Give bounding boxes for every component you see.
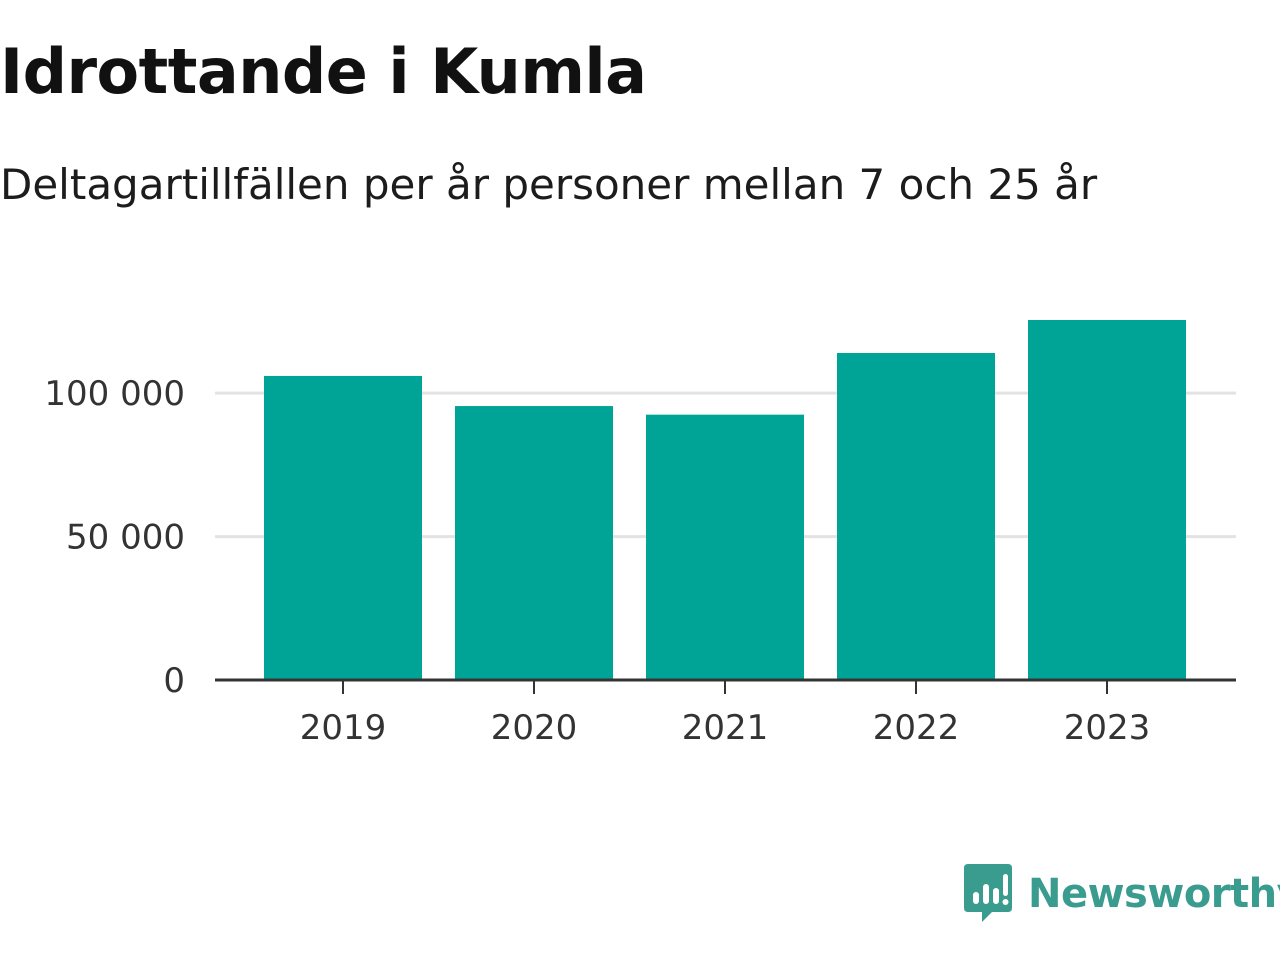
bar [455,406,613,680]
brand-logo: Newsworthy [962,862,1280,926]
bar [646,414,804,680]
chart-subtitle: Deltagartillfällen per år personer mella… [0,160,1098,209]
x-tick-label: 2021 [682,708,769,748]
x-tick-label: 2023 [1064,708,1151,748]
tick-labels: 0 50 000 100 000 2019 2020 2021 2022 2023 [44,374,1150,748]
y-tick-label: 0 [163,661,185,701]
y-tick-label: 100 000 [44,374,185,414]
x-tick-label: 2020 [491,708,578,748]
bar [264,375,422,680]
newsworthy-logo-icon [964,864,1012,922]
bar [1028,320,1186,680]
chart-title: Idrottande i Kumla [0,35,647,108]
x-tick-label: 2022 [873,708,960,748]
bars [264,320,1186,680]
brand-name: Newsworthy [1028,871,1280,917]
y-tick-label: 50 000 [66,518,185,558]
x-axis [215,678,1236,694]
x-tick-label: 2019 [300,708,387,748]
bar [837,352,995,680]
